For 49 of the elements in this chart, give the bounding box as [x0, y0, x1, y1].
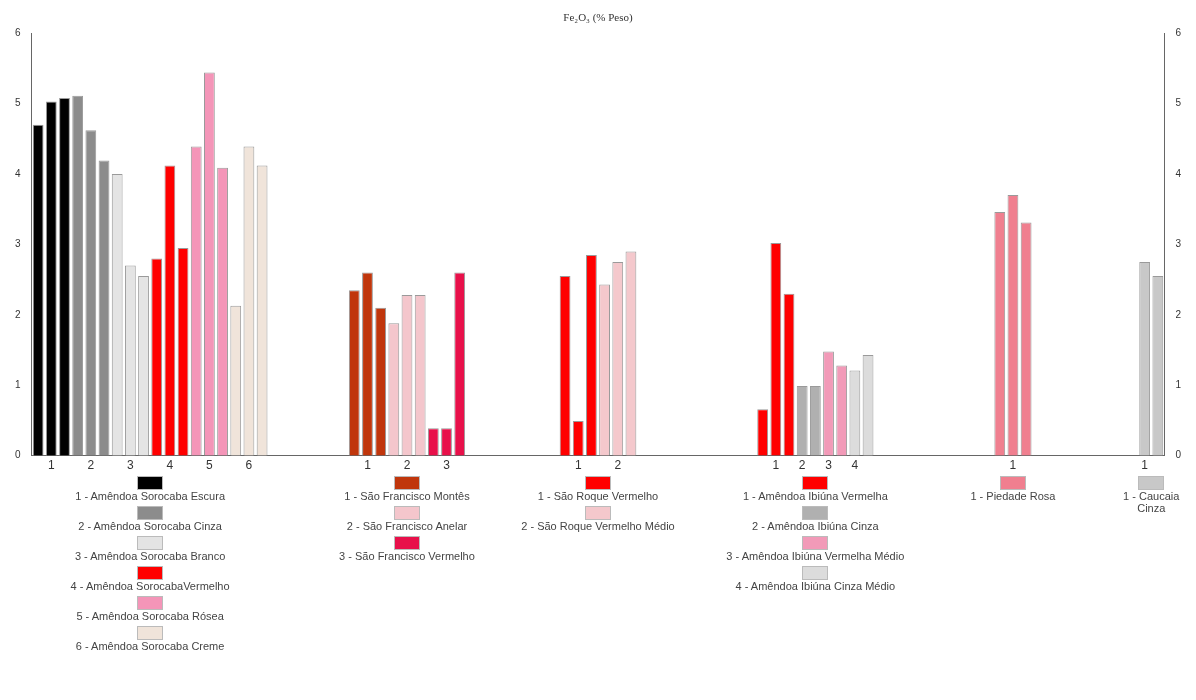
chart-title: Fe₂O₃ (% Peso)	[563, 11, 634, 25]
legend-label: 2 - Amêndoa Sorocaba Cinza	[78, 520, 222, 532]
y-tick-label: 1	[15, 378, 21, 390]
x-tick-label: 1	[1141, 458, 1149, 473]
legend-label: 3 - Amêndoa Sorocaba Branco	[74, 550, 226, 562]
y-tick-label: 0	[15, 449, 21, 461]
x-tick-label: 1	[47, 458, 55, 473]
legend-label: 1 - Amêndoa Ibiúna Vermelha	[742, 490, 888, 502]
x-tick-label: 2	[614, 458, 622, 473]
x-tick-label: 3	[127, 458, 135, 473]
legend-label: 4 - Amêndoa Ibiúna Cinza Médio	[735, 580, 896, 592]
y-tick-label: 4	[15, 167, 21, 179]
legend-label: 2 - São Roque Vermelho Médio	[521, 520, 675, 532]
x-tick-label: 2	[798, 458, 806, 473]
legend-label: 1 - São Francisco Montês	[344, 490, 470, 502]
legend-label: 3 - São Francisco Vermelho	[339, 550, 475, 562]
y-tick-label: 6	[15, 26, 21, 38]
x-tick-label: 1	[772, 458, 780, 473]
y-tick-label: 5	[15, 97, 21, 109]
legend-label: 5 - Amêndoa Sorocaba Rósea	[76, 610, 224, 622]
y-tick-label: 2	[15, 308, 21, 320]
y2-tick-label: 3	[1175, 238, 1182, 250]
x-tick-label: 4	[851, 458, 859, 473]
y2-tick-label: 4	[1175, 167, 1182, 179]
x-tick-label: 3	[443, 458, 451, 473]
x-tick-label: 1	[574, 458, 582, 473]
legend-label: 1 - Piedade Rosa	[970, 490, 1056, 502]
legend-label: 1 - Amêndoa Sorocaba Escura	[75, 490, 226, 502]
y2-tick-label: 5	[1175, 97, 1182, 109]
x-tick-label: 4	[166, 458, 174, 473]
y-tick-label: 3	[15, 238, 21, 250]
x-tick-label: 1	[1009, 458, 1017, 473]
x-tick-label: 2	[87, 458, 95, 473]
y2-tick-label: 0	[1175, 449, 1182, 461]
legend-label: 2 - Amêndoa Ibiúna Cinza	[752, 520, 879, 532]
y2-tick-label: 1	[1175, 378, 1182, 390]
legend-label: 1 - São Roque Vermelho	[537, 490, 659, 502]
legend-label: 1 - Caucaia Cinza	[1122, 490, 1181, 514]
x-tick-label: 3	[825, 458, 833, 473]
y2-tick-label: 6	[1175, 26, 1182, 38]
y2-tick-label: 2	[1175, 308, 1182, 320]
x-tick-label: 5	[206, 458, 214, 473]
legend-label: 3 - Amêndoa Ibiúna Vermelha Médio	[726, 550, 905, 562]
x-tick-label: 6	[245, 458, 253, 473]
legend-label: 4 - Amêndoa SorocabaVermelho	[70, 580, 230, 592]
x-tick-label: 2	[403, 458, 411, 473]
legend-label: 2 - São Francisco Anelar	[346, 520, 468, 532]
legend-label: 6 - Amêndoa Sorocaba Creme	[75, 640, 225, 652]
x-tick-label: 1	[364, 458, 372, 473]
